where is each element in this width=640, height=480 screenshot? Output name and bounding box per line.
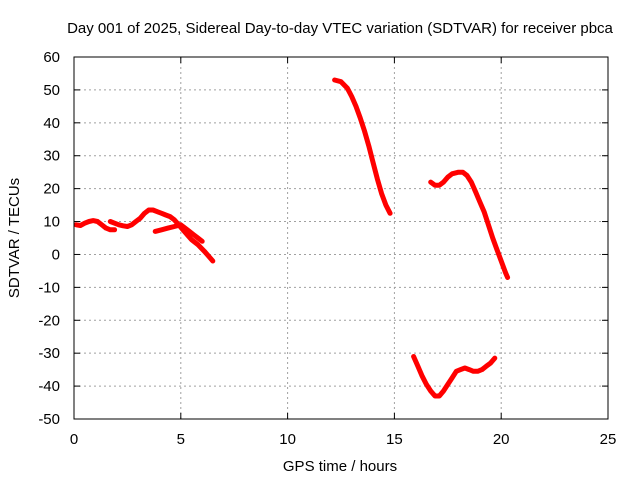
y-tick-label: -20: [38, 312, 60, 329]
x-tick-labels: 0 5 10 15 20 25: [70, 431, 617, 448]
y-tick-label: 40: [43, 115, 60, 132]
y-axis-label: SDTVAR / TECUs: [6, 178, 23, 298]
grid: [74, 57, 608, 419]
series-line-trace-b: [107, 207, 216, 264]
series-line-trace-c: [152, 222, 205, 244]
y-tick-label: -50: [38, 411, 60, 428]
x-axis-label: GPS time / hours: [283, 458, 397, 475]
y-tick-labels: 60 50 40 30 20 10 0 -10 -20 -30 -40 -50: [38, 49, 60, 428]
x-tick-label: 10: [279, 431, 296, 448]
x-tick-label: 0: [70, 431, 78, 448]
x-tick-label: 5: [177, 431, 185, 448]
y-tick-label: -10: [38, 279, 60, 296]
series-line-trace-a: [73, 218, 118, 233]
plot-frame: [73, 56, 609, 420]
x-tick-label: 20: [493, 431, 510, 448]
y-tick-label: 30: [43, 148, 60, 165]
x-tick-label: 15: [386, 431, 403, 448]
tick-marks: [73, 56, 609, 420]
series-group: [73, 77, 511, 399]
y-tick-label: 10: [43, 214, 60, 231]
y-tick-label: 20: [43, 181, 60, 198]
series-line-trace-f: [411, 354, 498, 399]
y-tick-label: 50: [43, 82, 60, 99]
x-tick-label: 25: [600, 431, 617, 448]
y-tick-label: 60: [43, 49, 60, 66]
series-line-trace-e: [428, 169, 511, 280]
chart-title: Day 001 of 2025, Sidereal Day-to-day VTE…: [67, 20, 613, 37]
series-line-trace-d: [332, 77, 393, 216]
y-tick-label: 0: [52, 246, 60, 263]
y-tick-label: -30: [38, 345, 60, 362]
y-tick-label: -40: [38, 378, 60, 395]
